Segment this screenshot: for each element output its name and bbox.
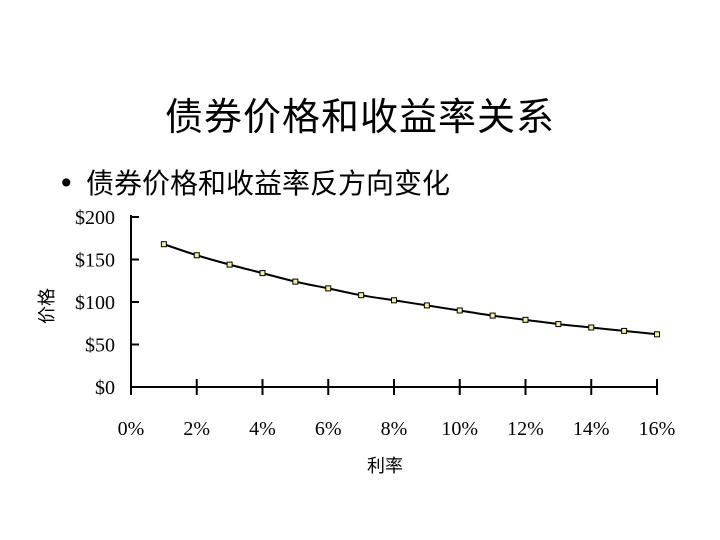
y-tick-label: $150 — [75, 250, 115, 272]
x-tick-label: 6% — [315, 418, 342, 440]
x-tick-label: 2% — [183, 418, 210, 440]
x-tick-label: 14% — [573, 418, 610, 440]
x-tick-label: 10% — [441, 418, 478, 440]
x-tick-label: 16% — [639, 418, 676, 440]
series-line — [163, 243, 658, 336]
data-point — [654, 331, 660, 338]
y-tick-label: $200 — [75, 207, 115, 229]
data-point — [555, 321, 562, 328]
data-point — [489, 312, 496, 319]
bullet-item: • 债券价格和收益率反方向变化 — [58, 162, 450, 202]
y-tick-label: $0 — [95, 377, 115, 399]
data-point — [160, 241, 167, 248]
x-tick-label: 4% — [249, 418, 276, 440]
data-point — [259, 270, 266, 277]
x-tick-label: 8% — [381, 418, 408, 440]
slide-title: 债券价格和收益率关系 — [164, 95, 555, 139]
data-point — [621, 327, 628, 334]
y-tick-label: $50 — [85, 335, 115, 357]
y-tick-label: $100 — [75, 292, 115, 314]
x-tick-label: 0% — [118, 418, 145, 440]
data-point — [358, 292, 365, 299]
x-tick-label: 12% — [507, 418, 544, 440]
bullet-text: 债券价格和收益率反方向变化 — [86, 167, 451, 200]
data-point — [325, 285, 332, 292]
data-point — [456, 307, 463, 314]
data-point — [226, 261, 233, 268]
data-point — [588, 324, 595, 331]
x-axis-title: 利率 — [367, 456, 403, 477]
data-point — [522, 316, 529, 323]
data-point — [292, 278, 299, 285]
data-point — [193, 252, 200, 259]
data-point — [423, 302, 430, 309]
y-axis-title: 价格 — [37, 288, 58, 324]
data-point — [391, 297, 397, 304]
bullet-marker: • — [58, 167, 75, 200]
